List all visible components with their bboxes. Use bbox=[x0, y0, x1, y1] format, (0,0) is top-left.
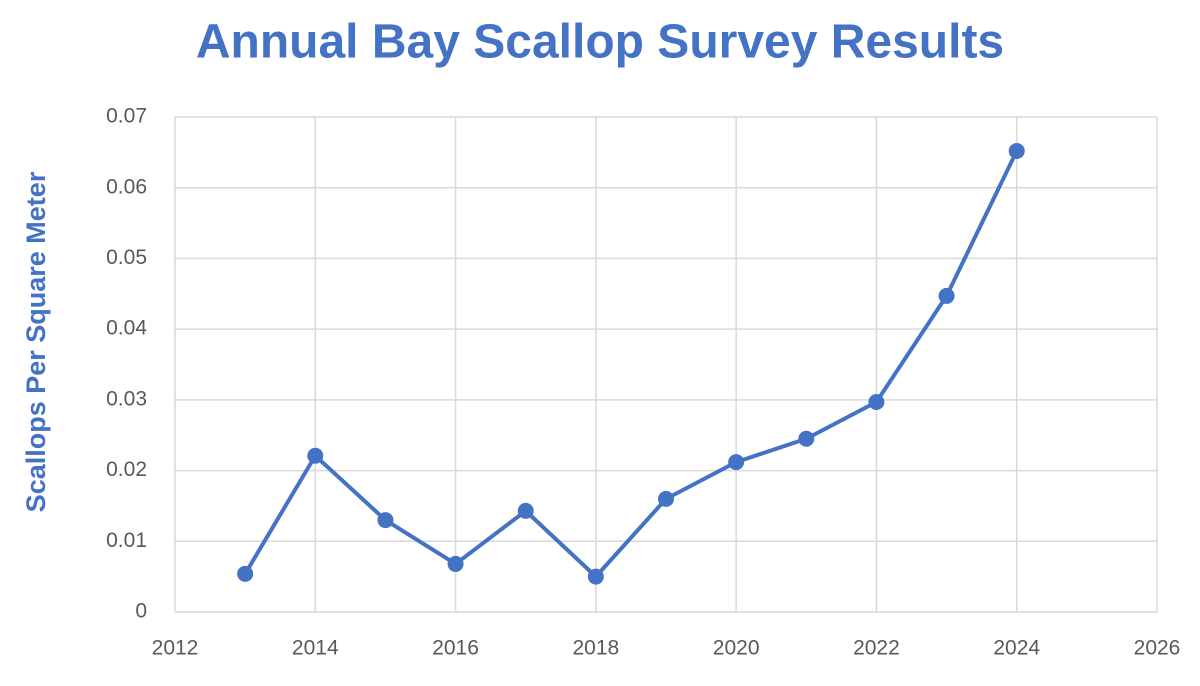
y-tick-label: 0.04 bbox=[106, 317, 147, 340]
point bbox=[728, 454, 745, 471]
point bbox=[798, 430, 815, 447]
y-axis-label: Scallops Per Square Meter bbox=[21, 171, 51, 512]
point bbox=[868, 393, 885, 410]
x-tick-label: 2018 bbox=[572, 637, 619, 660]
line bbox=[243, 150, 1019, 579]
y-tick-label: 0.06 bbox=[106, 175, 147, 198]
x-tick-label: 2024 bbox=[993, 637, 1040, 660]
x-tick-label: 2014 bbox=[292, 637, 339, 660]
x-tick-label: 2012 bbox=[152, 637, 199, 660]
chart-title: Annual Bay Scallop Survey Results bbox=[196, 16, 1004, 69]
point bbox=[658, 490, 674, 507]
y-tick-label: 0 bbox=[135, 600, 147, 623]
y-tick-label: 0.02 bbox=[106, 458, 147, 481]
point bbox=[1008, 142, 1025, 159]
point bbox=[237, 565, 254, 582]
point bbox=[938, 287, 955, 304]
y-tick-label: 0.03 bbox=[106, 387, 147, 410]
point bbox=[307, 447, 324, 464]
x-tick-label: 2020 bbox=[713, 637, 760, 660]
point bbox=[447, 555, 464, 572]
y-tick-label: 0.05 bbox=[106, 246, 147, 269]
x-tick-label: 2022 bbox=[853, 637, 900, 660]
point bbox=[517, 502, 534, 519]
x-tick-label: 2016 bbox=[432, 637, 479, 660]
point bbox=[587, 568, 604, 585]
y-tick-label: 0.01 bbox=[106, 529, 147, 552]
y-tick-label: 0.07 bbox=[106, 105, 147, 128]
point bbox=[377, 512, 394, 529]
x-tick-label: 2026 bbox=[1134, 637, 1181, 660]
